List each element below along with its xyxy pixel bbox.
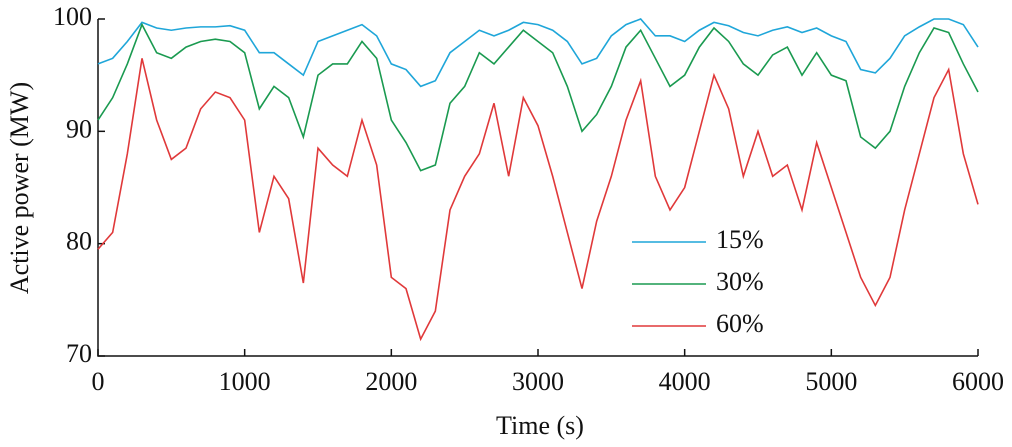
x-axis-label: Time (s) <box>496 411 584 440</box>
x-tick-label: 3000 <box>512 367 564 396</box>
series-line <box>97 18 979 88</box>
legend-label: 30% <box>716 267 764 296</box>
series-line <box>97 58 979 342</box>
x-tick-label: 5000 <box>805 367 857 396</box>
y-tick-label: 100 <box>53 2 92 31</box>
x-tick-label: 4000 <box>659 367 711 396</box>
axes <box>97 19 978 357</box>
y-tick-label: 90 <box>66 114 92 143</box>
x-tick-label: 6000 <box>952 367 1004 396</box>
x-tick-label: 2000 <box>365 367 417 396</box>
y-tick-label: 70 <box>66 339 92 368</box>
x-tick-label: 1000 <box>219 367 271 396</box>
y-tick-label: 80 <box>66 227 92 256</box>
x-tick-label: 0 <box>92 367 105 396</box>
y-axis-label: Active power (MW) <box>5 82 34 294</box>
series-line <box>97 22 979 172</box>
legend-label: 60% <box>716 309 764 338</box>
legend-label: 15% <box>716 225 764 254</box>
